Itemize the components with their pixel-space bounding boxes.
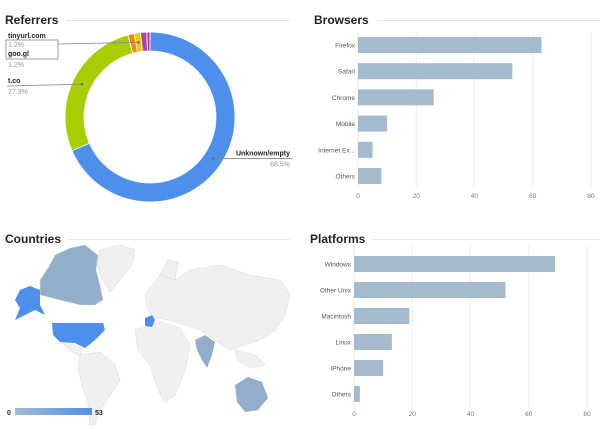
category-label: Linux <box>335 340 351 347</box>
bar[interactable] <box>358 63 513 80</box>
region-india <box>195 335 215 368</box>
category-label: Others <box>331 392 351 399</box>
donut-slice[interactable] <box>64 34 134 152</box>
region-south-america <box>77 351 121 426</box>
x-tick-label: 20 <box>409 411 417 418</box>
slice-label: tinyurl.com <box>8 33 46 40</box>
region-africa <box>134 321 191 403</box>
category-label: Chrome <box>332 95 356 102</box>
bar[interactable] <box>358 141 373 158</box>
category-label: Other Unix <box>320 288 352 295</box>
platforms-rule <box>310 239 600 240</box>
region-scandinavia <box>159 259 179 281</box>
donut-slice[interactable] <box>71 31 236 203</box>
x-tick-label: 40 <box>471 193 479 200</box>
slice-value: 1.2% <box>8 62 24 69</box>
x-tick-label: 20 <box>413 193 421 200</box>
x-tick-label: 60 <box>529 193 537 200</box>
x-tick-label: 80 <box>583 411 591 418</box>
platforms-panel: Platforms 0 20 40 60 80 Windows Other Unix Maci… <box>300 220 600 439</box>
browsers-panel: Browsers 0 20 40 60 80 Firefox Safari Chrome Mob… <box>300 0 600 220</box>
bar[interactable] <box>358 89 434 106</box>
category-label: Safari <box>338 69 355 76</box>
referrers-rule <box>5 20 290 21</box>
slice-label: Unknown/empty <box>236 150 290 157</box>
bar[interactable] <box>354 256 555 272</box>
referrers-title: Referrers <box>5 13 67 27</box>
countries-title: Countries <box>5 232 70 246</box>
category-label: Internet Ex... <box>318 147 355 154</box>
region-united-states <box>52 323 105 348</box>
map-legend-min: 0 <box>7 410 11 417</box>
region-southeast-asia <box>234 349 266 369</box>
platforms-title: Platforms <box>310 232 374 246</box>
browsers-rule <box>314 20 600 21</box>
browsers-title: Browsers <box>314 13 377 27</box>
category-label: Windows <box>325 262 352 269</box>
bar[interactable] <box>358 168 382 184</box>
slice-label: goo.gl <box>8 51 29 58</box>
slice-value: 1.2% <box>8 42 24 49</box>
region-eurasia <box>144 264 291 351</box>
category-label: Macintosh <box>321 314 351 321</box>
countries-panel: Countries <box>0 220 300 439</box>
category-label: Mobile <box>336 121 356 128</box>
slice-value: 27.3% <box>8 89 28 96</box>
region-france <box>145 315 155 327</box>
referrers-donut-chart[interactable]: Unknown/empty 68.5% t.co 27.3% tinyurl.com 1.… <box>0 0 300 220</box>
countries-geo-map[interactable]: 0 53 <box>0 220 300 439</box>
slice-value: 68.5% <box>270 161 290 168</box>
x-tick-label: 0 <box>356 193 360 200</box>
category-label: Firefox <box>335 43 356 50</box>
bar[interactable] <box>354 360 384 376</box>
region-australia <box>235 377 268 412</box>
bar[interactable] <box>354 282 506 298</box>
browsers-bar-chart[interactable]: 0 20 40 60 80 Firefox Safari Chrome Mobile Intern… <box>300 0 600 220</box>
x-tick-label: 40 <box>467 411 475 418</box>
x-tick-label: 80 <box>587 193 595 200</box>
region-canada <box>39 244 104 306</box>
referrers-panel: Referrers Unknown/empty 68.5% t.co 27.3% tin… <box>0 0 300 220</box>
category-label: Others <box>335 174 355 181</box>
region-alaska <box>15 286 45 320</box>
bar[interactable] <box>358 115 388 132</box>
donut-slice[interactable] <box>146 31 151 52</box>
bar[interactable] <box>354 386 360 402</box>
platforms-bar-chart[interactable]: 0 20 40 60 80 Windows Other Unix Macintosh Linux… <box>300 220 600 439</box>
region-greenland <box>96 244 136 293</box>
bar[interactable] <box>358 37 542 53</box>
bar[interactable] <box>354 334 392 350</box>
map-legend-gradient <box>15 408 92 415</box>
category-label: iPhone <box>331 366 352 373</box>
bar[interactable] <box>354 308 410 324</box>
x-tick-label: 0 <box>352 411 356 418</box>
countries-rule <box>5 239 290 240</box>
map-legend-max: 53 <box>95 410 103 417</box>
slice-label: t.co <box>8 78 20 85</box>
x-tick-label: 60 <box>525 411 533 418</box>
